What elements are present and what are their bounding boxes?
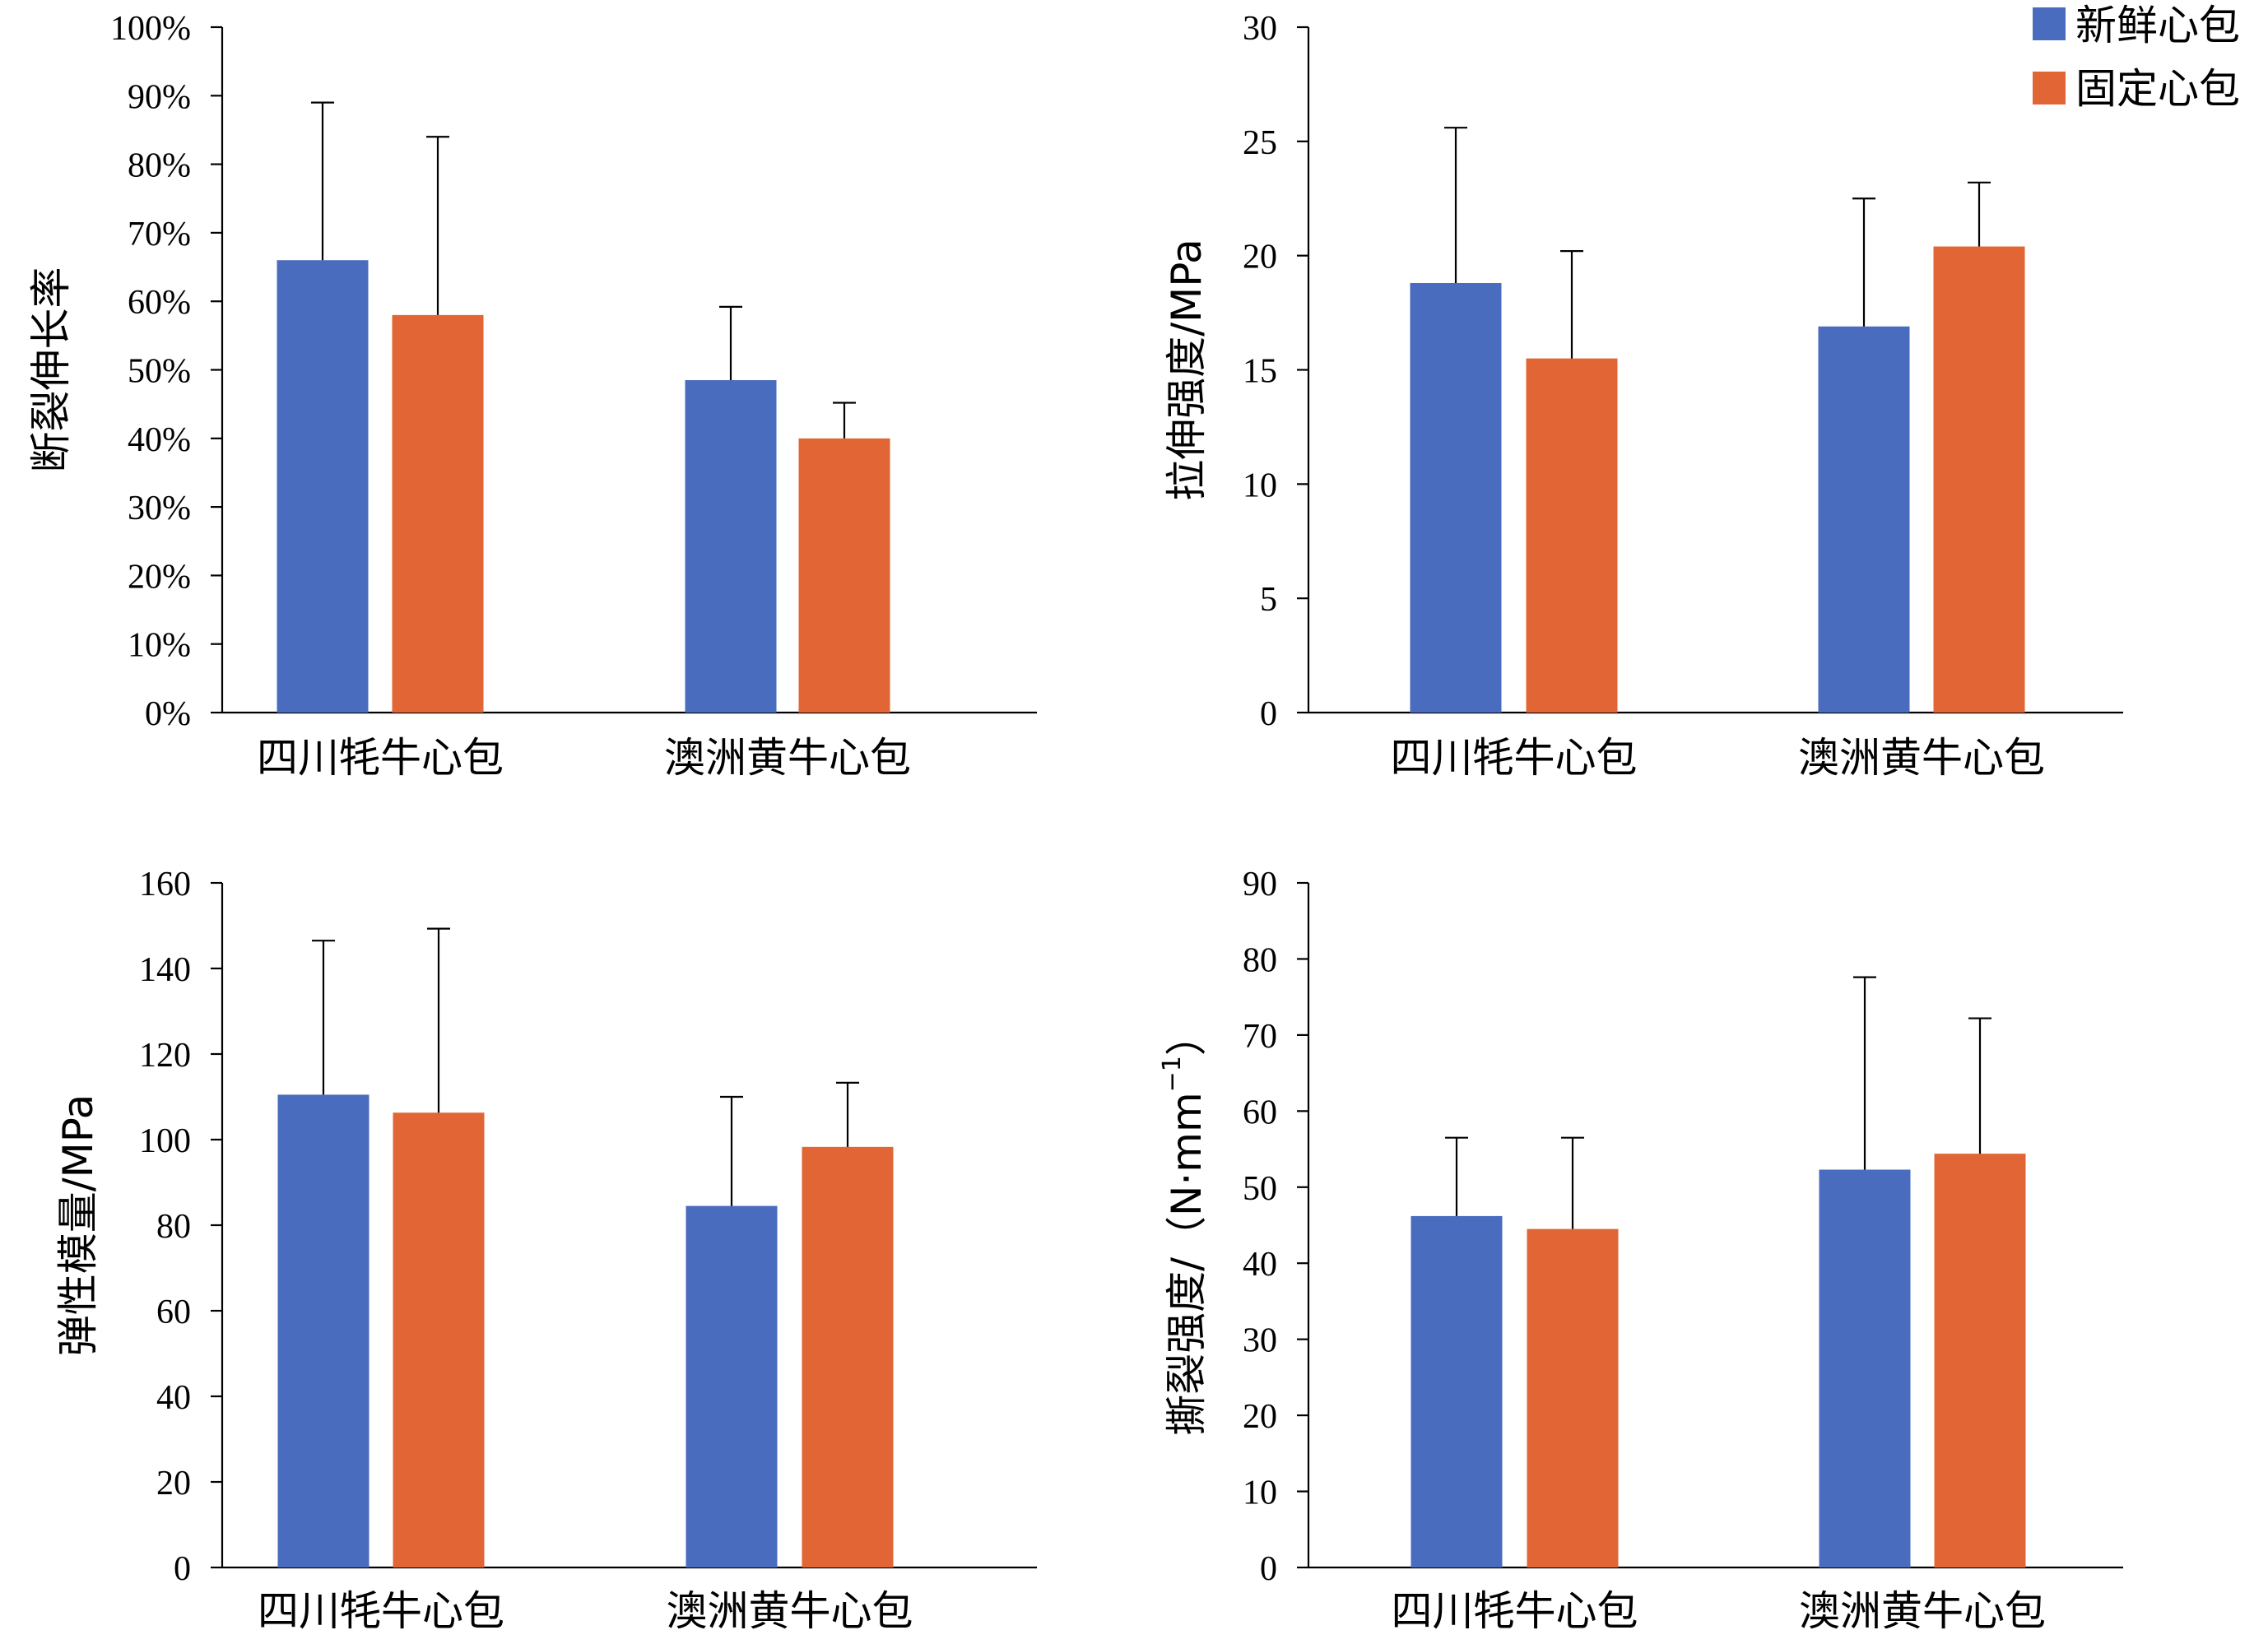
- bar: [802, 1146, 894, 1567]
- legend-label-fixed: 固定心包: [2075, 65, 2240, 113]
- legend-swatch-fixed: [2033, 72, 2066, 104]
- bar: [1411, 1215, 1503, 1567]
- y-tick-label: 80: [156, 1208, 191, 1246]
- bar: [1527, 1228, 1619, 1567]
- y-tick-label: 10: [1243, 1474, 1277, 1512]
- chart-panel-4: 0 10 20 30 40 50 60 70 80 90 四川牦牛心包 澳洲黄牛心包 撕裂强度/（N·m…: [1158, 866, 2123, 1635]
- category-label: 澳洲黄牛心包: [664, 734, 911, 782]
- y-tick-label: 10: [1243, 467, 1277, 504]
- y-tick-label: 70: [1243, 1018, 1277, 1056]
- y-tick-label: 90%: [128, 78, 191, 116]
- chart-panel-1: 0% 10% 20% 30% 40% 50% 60% 70% 80% 90% 100% 四川牦牛心包 澳…: [27, 10, 1037, 782]
- y-tick-label: 40: [1243, 1246, 1277, 1284]
- y-tick-label: 0%: [145, 695, 191, 733]
- y-tick-label: 30%: [128, 490, 191, 527]
- bar: [1410, 282, 1502, 713]
- y-tick-label: 80%: [128, 147, 191, 185]
- y-tick-label: 100%: [110, 10, 191, 48]
- category-label: 四川牦牛心包: [1392, 1587, 1638, 1635]
- legend: 新鲜心包 固定心包: [2033, 2, 2240, 113]
- y-tick-label: 70%: [128, 216, 191, 253]
- bar: [1819, 1169, 1911, 1567]
- bar: [1933, 246, 2025, 713]
- y-axis-label: 拉伸强度/MPa: [1163, 239, 1211, 501]
- y-tick-label: 60%: [128, 284, 191, 322]
- y-tick-label: 30: [1243, 1322, 1277, 1360]
- y-tick-label: 30: [1243, 10, 1277, 48]
- category-label: 澳洲黄牛心包: [667, 1587, 913, 1635]
- bar: [277, 1094, 369, 1567]
- y-tick-label: 40%: [128, 421, 191, 459]
- y-axis-label: 撕裂强度/（N·mm−1）: [1158, 1015, 1211, 1436]
- y-tick-label: 100: [139, 1122, 191, 1160]
- y-axis-label-end: ）: [1163, 1015, 1211, 1056]
- bar: [686, 1205, 778, 1567]
- bar: [393, 1112, 485, 1567]
- chart-panel-2: 0 5 10 15 20 25 30 四川牦牛心包 澳洲黄牛心包 拉伸强度/MPa: [1163, 10, 2123, 782]
- y-tick-label: 20: [156, 1465, 191, 1502]
- y-tick-label: 0: [174, 1550, 191, 1588]
- y-tick-label: 20: [1243, 239, 1277, 276]
- bar: [1934, 1154, 2026, 1567]
- y-tick-label: 0: [1260, 1550, 1277, 1588]
- y-axis-label: 弹性模量/MPa: [54, 1094, 102, 1357]
- y-tick-label: 160: [139, 866, 191, 903]
- category-label: 四川牦牛心包: [1391, 734, 1638, 782]
- y-tick-label: 80: [1243, 941, 1277, 979]
- legend-label-fresh: 新鲜心包: [2075, 2, 2240, 49]
- y-tick-label: 15: [1243, 353, 1277, 391]
- y-tick-label: 20: [1243, 1398, 1277, 1436]
- category-label: 四川牦牛心包: [258, 1587, 504, 1635]
- y-tick-label: 0: [1260, 695, 1277, 733]
- y-tick-label: 90: [1243, 866, 1277, 903]
- category-label: 澳洲黄牛心包: [1799, 1587, 2046, 1635]
- y-axis-label: 断裂伸长率: [27, 267, 75, 473]
- y-tick-label: 5: [1260, 581, 1277, 619]
- category-label: 四川牦牛心包: [257, 734, 504, 782]
- category-label: 澳洲黄牛心包: [1798, 734, 2045, 782]
- legend-swatch-fresh: [2033, 7, 2066, 40]
- bar: [392, 314, 484, 713]
- y-tick-label: 60: [156, 1293, 191, 1331]
- y-tick-label: 25: [1243, 124, 1277, 162]
- y-tick-label: 50: [1243, 1170, 1277, 1208]
- bar: [1526, 358, 1618, 713]
- y-tick-label: 10%: [128, 627, 191, 665]
- y-tick-label: 140: [139, 951, 191, 989]
- chart-panel-3: 0 20 40 60 80 100 120 140 160 四川牦牛心包 澳洲黄牛心包 弹性模量/MP…: [54, 866, 1037, 1635]
- y-tick-label: 120: [139, 1037, 191, 1075]
- y-tick-label: 60: [1243, 1094, 1277, 1131]
- y-tick-label: 20%: [128, 558, 191, 596]
- bar: [277, 260, 369, 713]
- bar: [798, 438, 890, 713]
- y-tick-label: 50%: [128, 353, 191, 391]
- bar: [685, 379, 777, 713]
- bar: [1818, 326, 1910, 713]
- y-axis-label-superscript: −1: [1158, 1056, 1187, 1092]
- y-tick-label: 40: [156, 1379, 191, 1417]
